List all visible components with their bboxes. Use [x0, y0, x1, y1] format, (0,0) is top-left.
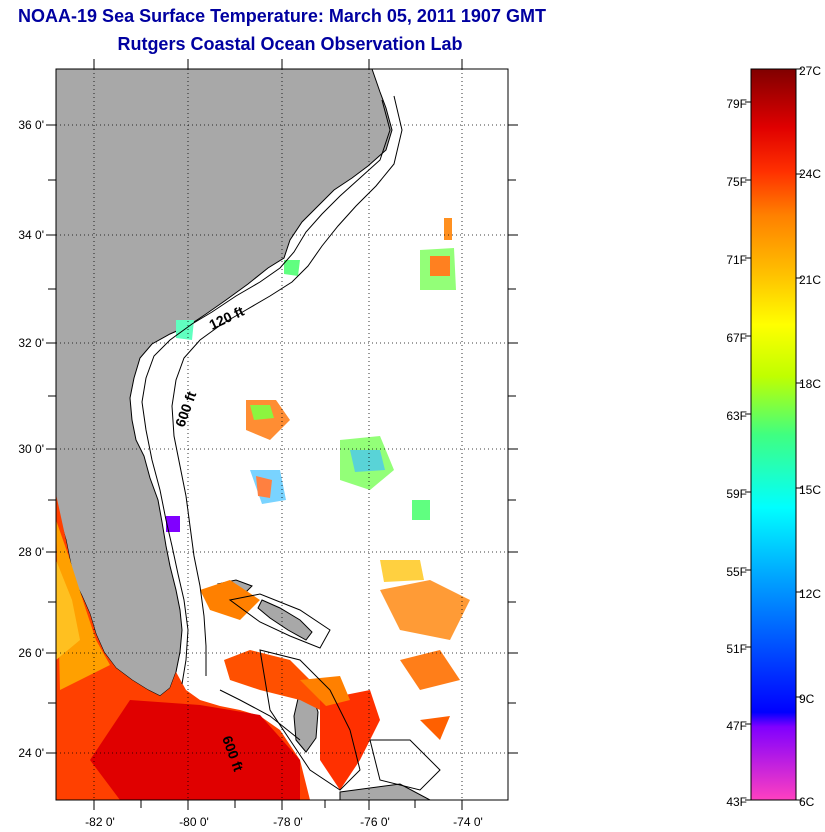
lon-label: -80 0'	[179, 815, 209, 829]
colorbar-c-label: 9C	[799, 692, 815, 706]
lon-label: -82 0'	[85, 815, 115, 829]
colorbar-c-label: 18C	[799, 377, 821, 391]
lat-label: 28 0'	[18, 545, 44, 559]
lat-label: 36 0'	[18, 118, 44, 132]
colorbar	[750, 68, 797, 801]
map-subtitle: Rutgers Coastal Ocean Observation Lab	[117, 34, 463, 54]
colorbar-f-label: 71F	[726, 253, 747, 267]
colorbar-c-label: 27C	[799, 64, 821, 78]
colorbar-f-label: 63F	[726, 409, 747, 423]
colorbar-c-label: 24C	[799, 167, 821, 181]
colorbar-f-label: 79F	[726, 97, 747, 111]
lon-labels: -82 0' -80 0' -78 0' -76 0' -74 0'	[85, 815, 483, 829]
map-title: NOAA-19 Sea Surface Temperature: March 0…	[18, 6, 546, 26]
lon-label: -78 0'	[273, 815, 303, 829]
colorbar-f-label: 43F	[726, 795, 747, 809]
lat-labels: 36 0' 34 0' 32 0' 30 0' 28 0' 26 0' 24 0…	[18, 118, 44, 760]
lat-label: 26 0'	[18, 646, 44, 660]
colorbar-f-label: 55F	[726, 565, 747, 579]
lat-label: 24 0'	[18, 746, 44, 760]
contour-label-600ft: 600 ft	[172, 389, 200, 429]
graticule	[56, 69, 508, 800]
colorbar-f-label: 75F	[726, 175, 747, 189]
lat-label: 30 0'	[18, 442, 44, 456]
lon-label: -76 0'	[360, 815, 390, 829]
colorbar-ticks	[745, 68, 802, 801]
colorbar-f-label: 51F	[726, 642, 747, 656]
colorbar-c-label: 15C	[799, 483, 821, 497]
lat-label: 32 0'	[18, 336, 44, 350]
colorbar-c-label: 12C	[799, 587, 821, 601]
colorbar-f-label: 59F	[726, 487, 747, 501]
contour-600ft	[171, 95, 403, 676]
land-cuba	[339, 783, 431, 800]
axis-ticks	[46, 59, 518, 810]
colorbar-c-label: 6C	[799, 795, 815, 809]
colorbar-f-label: 67F	[726, 331, 747, 345]
colorbar-c-labels: 27C 24C 21C 18C 15C 12C 9C 6C	[799, 64, 821, 809]
colorbar-c-label: 21C	[799, 273, 821, 287]
land-abaco	[257, 599, 313, 641]
lon-label: -74 0'	[453, 815, 483, 829]
lat-label: 34 0'	[18, 228, 44, 242]
colorbar-f-label: 47F	[726, 719, 747, 733]
contour-120ft	[141, 99, 391, 685]
colorbar-f-labels: 79F 75F 71F 67F 63F 59F 55F 51F 47F 43F	[726, 97, 747, 809]
